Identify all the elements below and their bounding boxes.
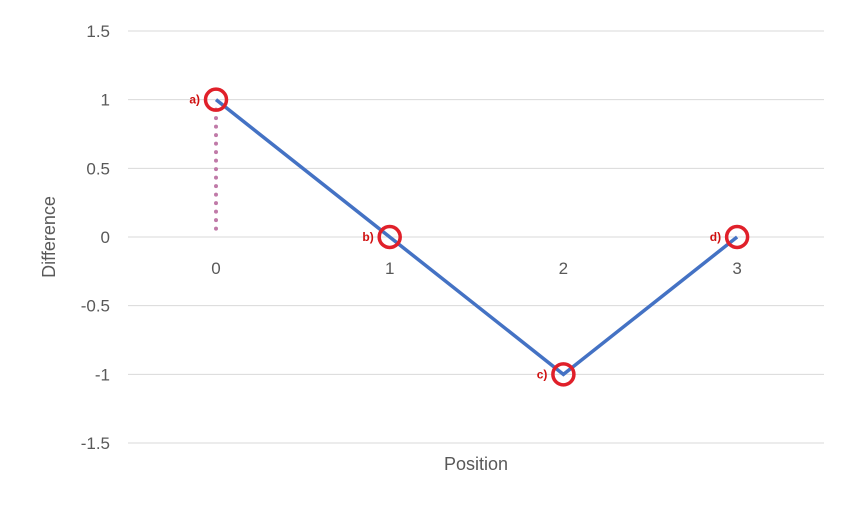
x-tick-label: 2 (559, 259, 568, 278)
annotation-marker (551, 362, 576, 387)
y-tick-label: 0.5 (86, 159, 110, 178)
x-tick-label: 0 (211, 259, 220, 278)
x-axis-title: Position (444, 454, 508, 474)
annotation-label: b) (362, 230, 373, 244)
series-group (214, 98, 739, 377)
annotation-marker (377, 224, 402, 250)
annotation-label: d) (710, 230, 721, 244)
annotation-marker (203, 87, 229, 112)
y-tick-label: -1.5 (81, 434, 110, 453)
y-tick-label: 0 (101, 228, 110, 247)
y-tick-label: 1.5 (86, 22, 110, 41)
y-tick-label: 1 (101, 91, 110, 110)
series-line (214, 98, 739, 377)
x-tick-label: 3 (732, 259, 741, 278)
markers-group (203, 87, 750, 387)
annotation-labels: a) b) c) d) (189, 93, 721, 382)
annotation-label: c) (537, 367, 548, 381)
x-tick-label: 1 (385, 259, 394, 278)
y-axis-title: Difference (39, 196, 59, 278)
y-tick-label: -1 (95, 365, 110, 384)
x-axis-ticks: 0 1 2 3 (211, 259, 742, 278)
y-axis-ticks: 1.5 1 0.5 0 -0.5 -1 -1.5 (81, 22, 110, 453)
annotation-marker (724, 224, 750, 250)
annotation-label: a) (189, 93, 200, 107)
y-tick-label: -0.5 (81, 297, 110, 316)
